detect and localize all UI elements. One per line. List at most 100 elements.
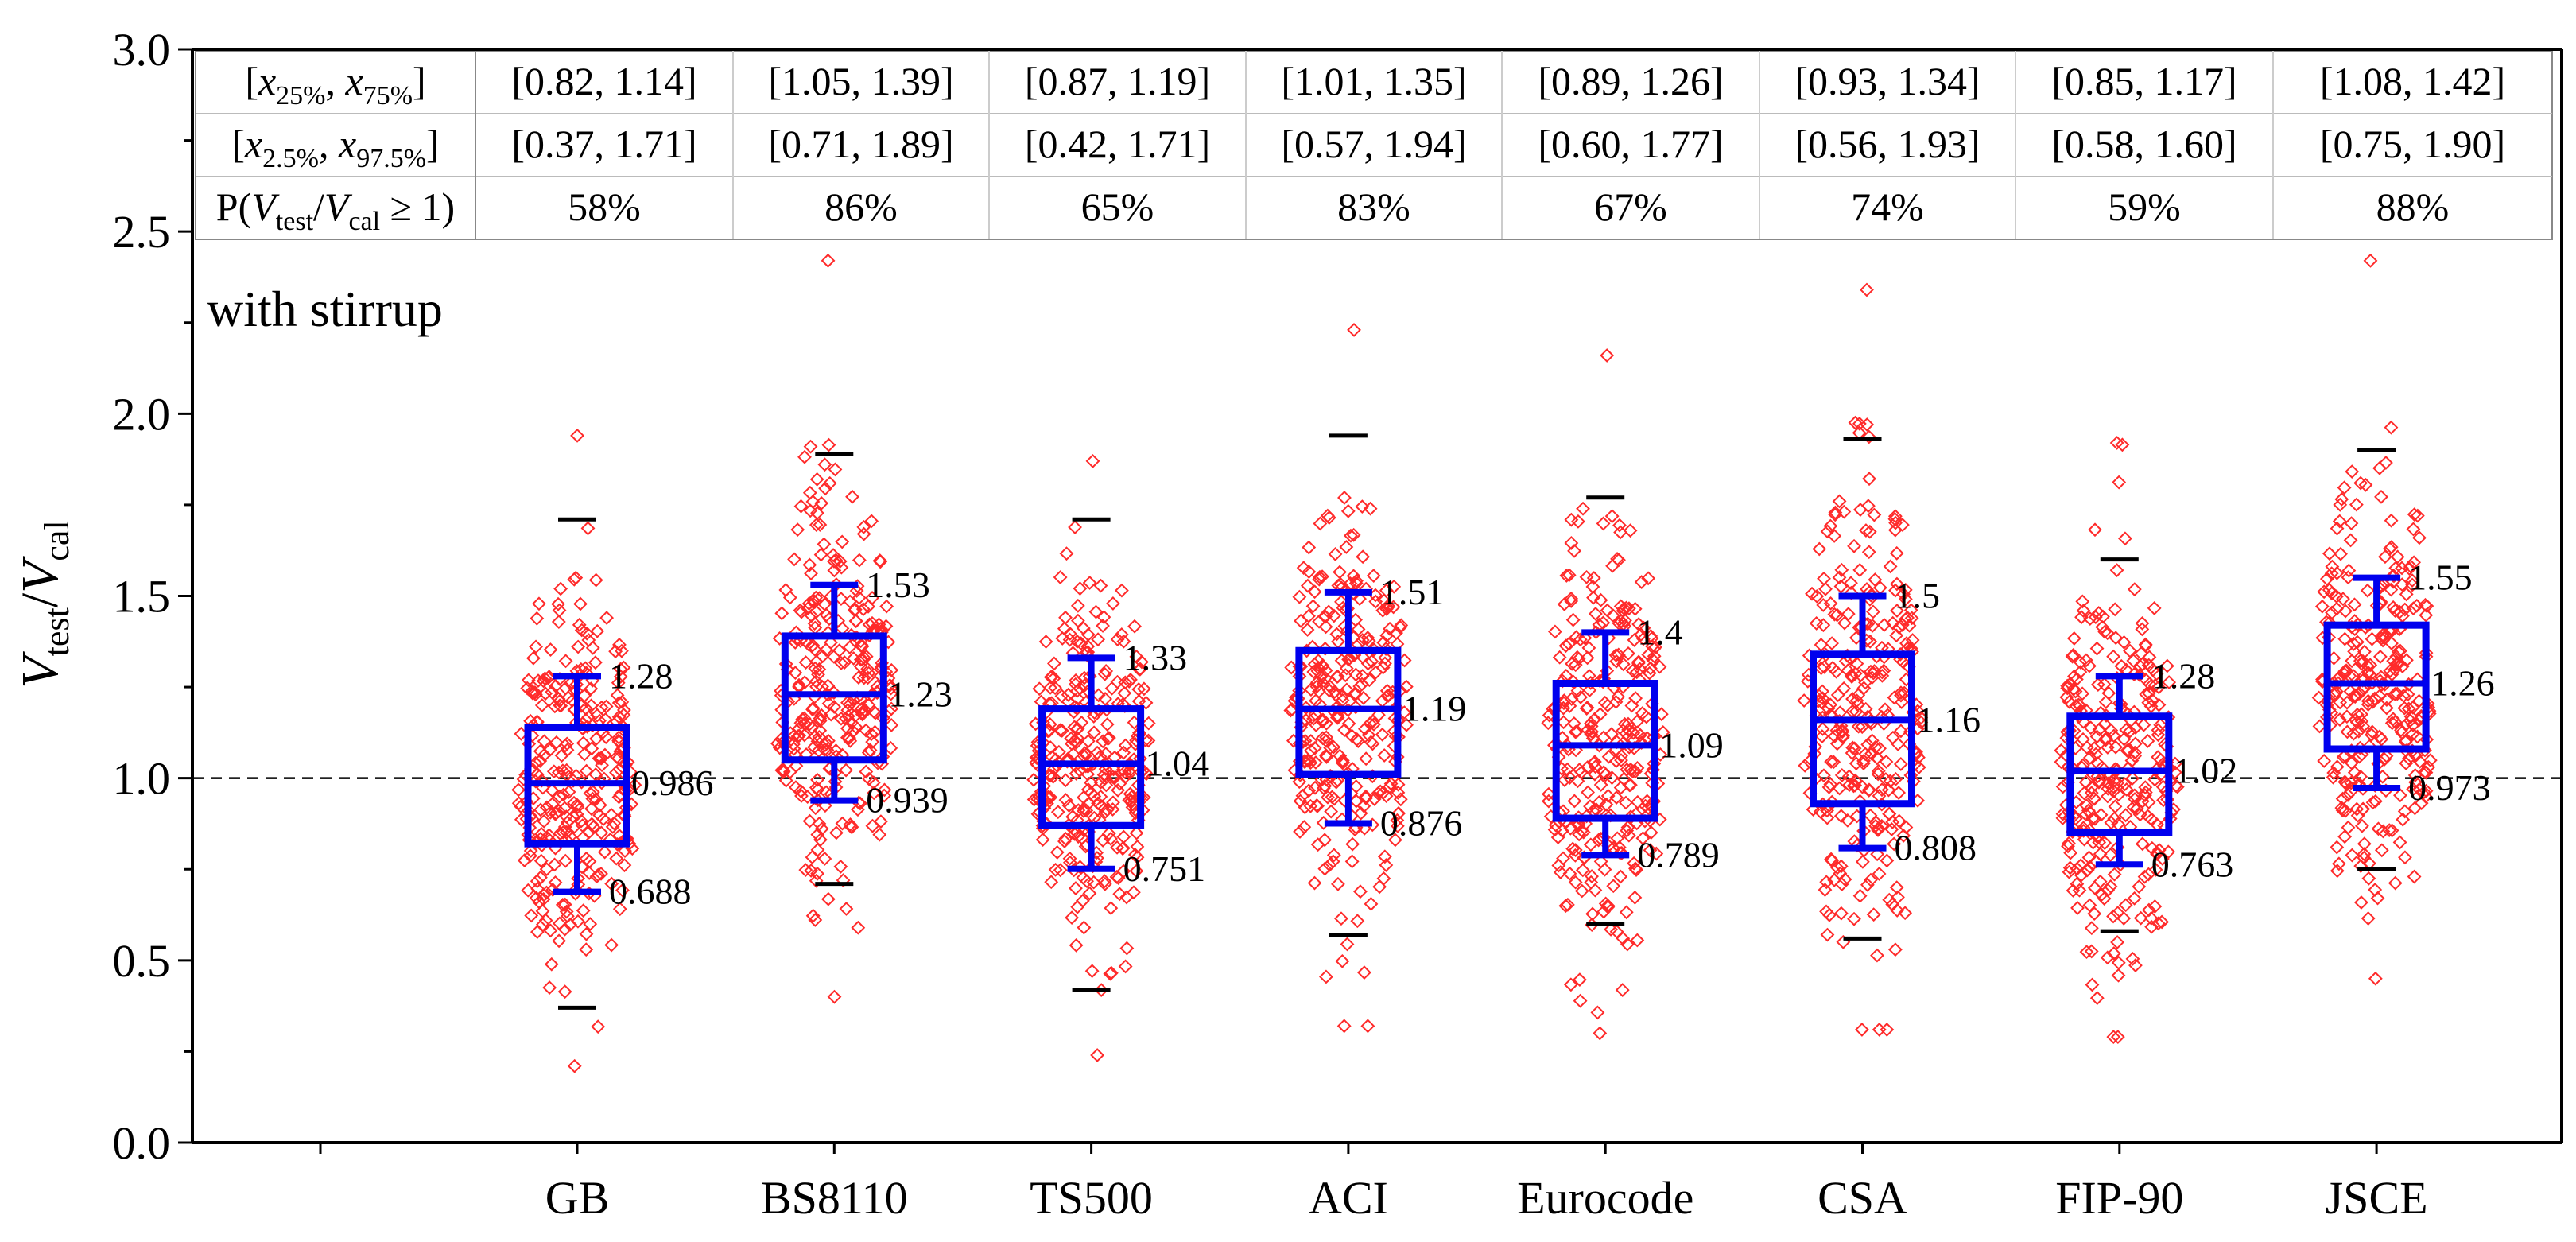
data-point	[551, 596, 565, 611]
data-point	[1304, 682, 1318, 697]
upper-whisker-label: 1.4	[1637, 611, 1683, 652]
data-point	[1099, 778, 1114, 793]
data-point	[1076, 621, 1091, 636]
data-point	[1387, 579, 1402, 594]
data-point	[1891, 813, 1907, 829]
lower-whisker-label: 0.973	[2408, 767, 2491, 808]
data-point	[1566, 716, 1581, 731]
data-point	[2365, 795, 2380, 810]
data-point	[545, 883, 561, 897]
data-point	[2109, 631, 2124, 646]
data-point	[1593, 854, 1608, 869]
data-point	[1317, 833, 1333, 848]
data-point	[1357, 965, 1371, 980]
data-point	[1833, 866, 1848, 881]
data-point	[1569, 650, 1585, 665]
data-point	[2416, 785, 2431, 800]
data-point	[1619, 726, 1634, 741]
data-point	[2403, 559, 2418, 574]
data-point	[801, 596, 817, 611]
data-point	[1564, 536, 1579, 550]
data-point	[2147, 772, 2163, 787]
data-point	[1129, 864, 1144, 879]
data-point-extreme	[1600, 348, 1615, 363]
data-point	[1293, 825, 1307, 839]
data-point	[2085, 835, 2101, 850]
data-point	[2383, 663, 2398, 678]
data-point	[1387, 833, 1402, 848]
data-point	[2401, 701, 2416, 716]
data-point	[2076, 604, 2091, 618]
data-point	[611, 730, 627, 745]
data-point	[1329, 627, 1344, 642]
data-point	[2135, 615, 2150, 631]
data-point	[1330, 710, 1345, 725]
data-point	[1306, 665, 1321, 679]
data-point	[1335, 753, 1350, 768]
data-point	[1303, 755, 1318, 770]
data-point	[2333, 497, 2348, 512]
data-point	[1621, 646, 1635, 661]
data-point	[1568, 658, 1583, 673]
data-point	[2403, 709, 2419, 724]
data-point	[1860, 417, 1875, 432]
data-point	[529, 835, 543, 850]
data-point	[805, 638, 821, 653]
data-point	[2104, 815, 2119, 830]
data-point	[1586, 571, 1601, 585]
data-point	[853, 659, 868, 674]
data-point	[1077, 920, 1092, 935]
data-point	[538, 913, 553, 928]
data-point	[1307, 657, 1322, 672]
data-point	[1305, 599, 1321, 614]
data-point	[1880, 1023, 1895, 1037]
data-point	[1629, 665, 1644, 680]
data-point	[1634, 575, 1649, 589]
data-point	[1309, 798, 1324, 813]
data-point	[2054, 743, 2069, 758]
data-point	[1339, 682, 1354, 697]
data-point	[1841, 769, 1856, 784]
data-point	[1893, 757, 1908, 771]
data-point	[1032, 681, 1047, 697]
data-point	[1096, 767, 1111, 782]
data-point	[2341, 788, 2356, 802]
data-point	[818, 481, 833, 496]
data-point	[545, 685, 560, 700]
data-point	[1805, 586, 1819, 601]
data-point	[821, 733, 836, 748]
data-point	[1647, 649, 1662, 664]
data-point	[2147, 678, 2163, 693]
data-point	[2340, 724, 2355, 739]
data-point	[1828, 505, 1843, 520]
data-point	[1042, 717, 1057, 732]
median-label: 1.23	[888, 673, 952, 714]
data-point	[1070, 613, 1085, 628]
data-point	[1872, 1023, 1887, 1037]
data-point	[1367, 792, 1382, 806]
data-point	[1393, 792, 1408, 807]
data-point	[1883, 774, 1898, 789]
data-point	[2082, 751, 2097, 765]
data-point	[1818, 883, 1833, 898]
data-point	[1127, 619, 1142, 634]
data-point	[2343, 533, 2358, 548]
data-point	[1101, 826, 1116, 841]
table-cell: 83%	[1337, 184, 1410, 229]
data-point	[1569, 630, 1584, 645]
lower-whisker-label: 0.876	[1380, 803, 1463, 844]
data-point	[794, 604, 809, 619]
category-label: TS500	[1030, 1172, 1153, 1224]
data-point-extreme	[1347, 323, 1361, 337]
data-point	[840, 730, 855, 745]
data-point	[2116, 911, 2132, 926]
data-point	[1833, 809, 1849, 824]
data-point	[2357, 836, 2372, 852]
data-points-fip-90	[2054, 436, 2185, 1044]
data-point	[1126, 885, 1141, 900]
data-point	[546, 764, 561, 779]
data-point	[1851, 719, 1866, 734]
data-point	[1593, 592, 1608, 607]
data-point	[537, 671, 553, 686]
data-point	[828, 825, 844, 840]
